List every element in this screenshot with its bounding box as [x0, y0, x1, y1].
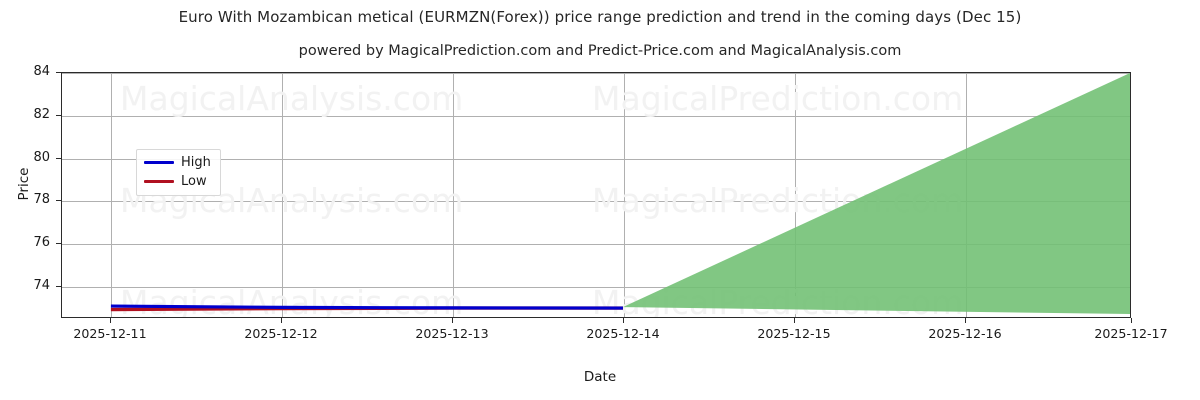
legend-label-high: High	[181, 154, 211, 170]
ytick-label-76: 76	[33, 235, 50, 251]
gridline-y-82	[62, 115, 1130, 117]
gridline-x-2025-12-12	[282, 73, 283, 317]
forecast-range-band	[622, 73, 1130, 315]
xtick-mark-2025-12-12	[281, 318, 283, 323]
xtick-mark-2025-12-17	[1131, 318, 1133, 323]
page-title: Euro With Mozambican metical (EURMZN(For…	[178, 8, 1022, 26]
gridline-y-84	[62, 73, 1130, 74]
xtick-mark-2025-12-13	[452, 318, 454, 323]
chart-subtitle: powered by MagicalPrediction.com and Pre…	[298, 43, 902, 59]
xtick-mark-2025-12-15	[794, 318, 796, 323]
gridline-x-2025-12-14	[624, 73, 625, 317]
gridline-y-76	[62, 244, 1130, 246]
xtick-label-2025-12-11: 2025-12-11	[73, 326, 147, 341]
ytick-mark-76	[56, 243, 61, 245]
data-layer	[110, 73, 1130, 315]
xtick-label-2025-12-13: 2025-12-13	[415, 326, 489, 341]
ytick-label-80: 80	[33, 149, 50, 165]
gridline-y-74	[62, 287, 1130, 288]
legend-swatch-high	[144, 161, 174, 164]
xtick-label-2025-12-16: 2025-12-16	[928, 326, 1002, 341]
ytick-label-84: 84	[33, 64, 50, 79]
chart-legend: High Low	[136, 149, 221, 196]
x-axis-title: Date	[583, 369, 617, 385]
xtick-label-2025-12-12: 2025-12-12	[244, 326, 318, 341]
ytick-label-82: 82	[33, 106, 50, 122]
ytick-mark-84	[56, 72, 61, 74]
ytick-mark-80	[56, 157, 61, 159]
xtick-mark-2025-12-16	[965, 318, 967, 323]
y-axis-title: Price	[16, 167, 32, 201]
xtick-label-2025-12-15: 2025-12-15	[757, 326, 831, 341]
xtick-label-2025-12-17: 2025-12-17	[1094, 326, 1168, 341]
gridline-x-2025-12-11	[111, 73, 112, 317]
xtick-label-2025-12-14: 2025-12-14	[586, 326, 660, 341]
legend-label-low: Low	[181, 173, 207, 189]
ytick-mark-78	[56, 200, 61, 202]
xtick-mark-2025-12-11	[110, 318, 112, 323]
gridline-y-78	[62, 201, 1130, 203]
ytick-mark-82	[56, 114, 61, 116]
high-series-line	[110, 304, 623, 310]
plot-area: MagicalAnalysis.com MagicalPrediction.co…	[61, 72, 1131, 318]
ytick-mark-74	[56, 286, 61, 288]
legend-item-low: Low	[144, 174, 211, 189]
legend-swatch-low	[144, 180, 174, 183]
gridline-x-2025-12-13	[453, 73, 454, 317]
xtick-mark-2025-12-14	[623, 318, 625, 323]
legend-item-high: High	[144, 155, 211, 170]
gridline-x-2025-12-15	[795, 73, 796, 317]
ytick-label-74: 74	[33, 278, 50, 293]
gridline-y-80	[62, 158, 1130, 160]
ytick-label-78: 78	[33, 192, 50, 208]
